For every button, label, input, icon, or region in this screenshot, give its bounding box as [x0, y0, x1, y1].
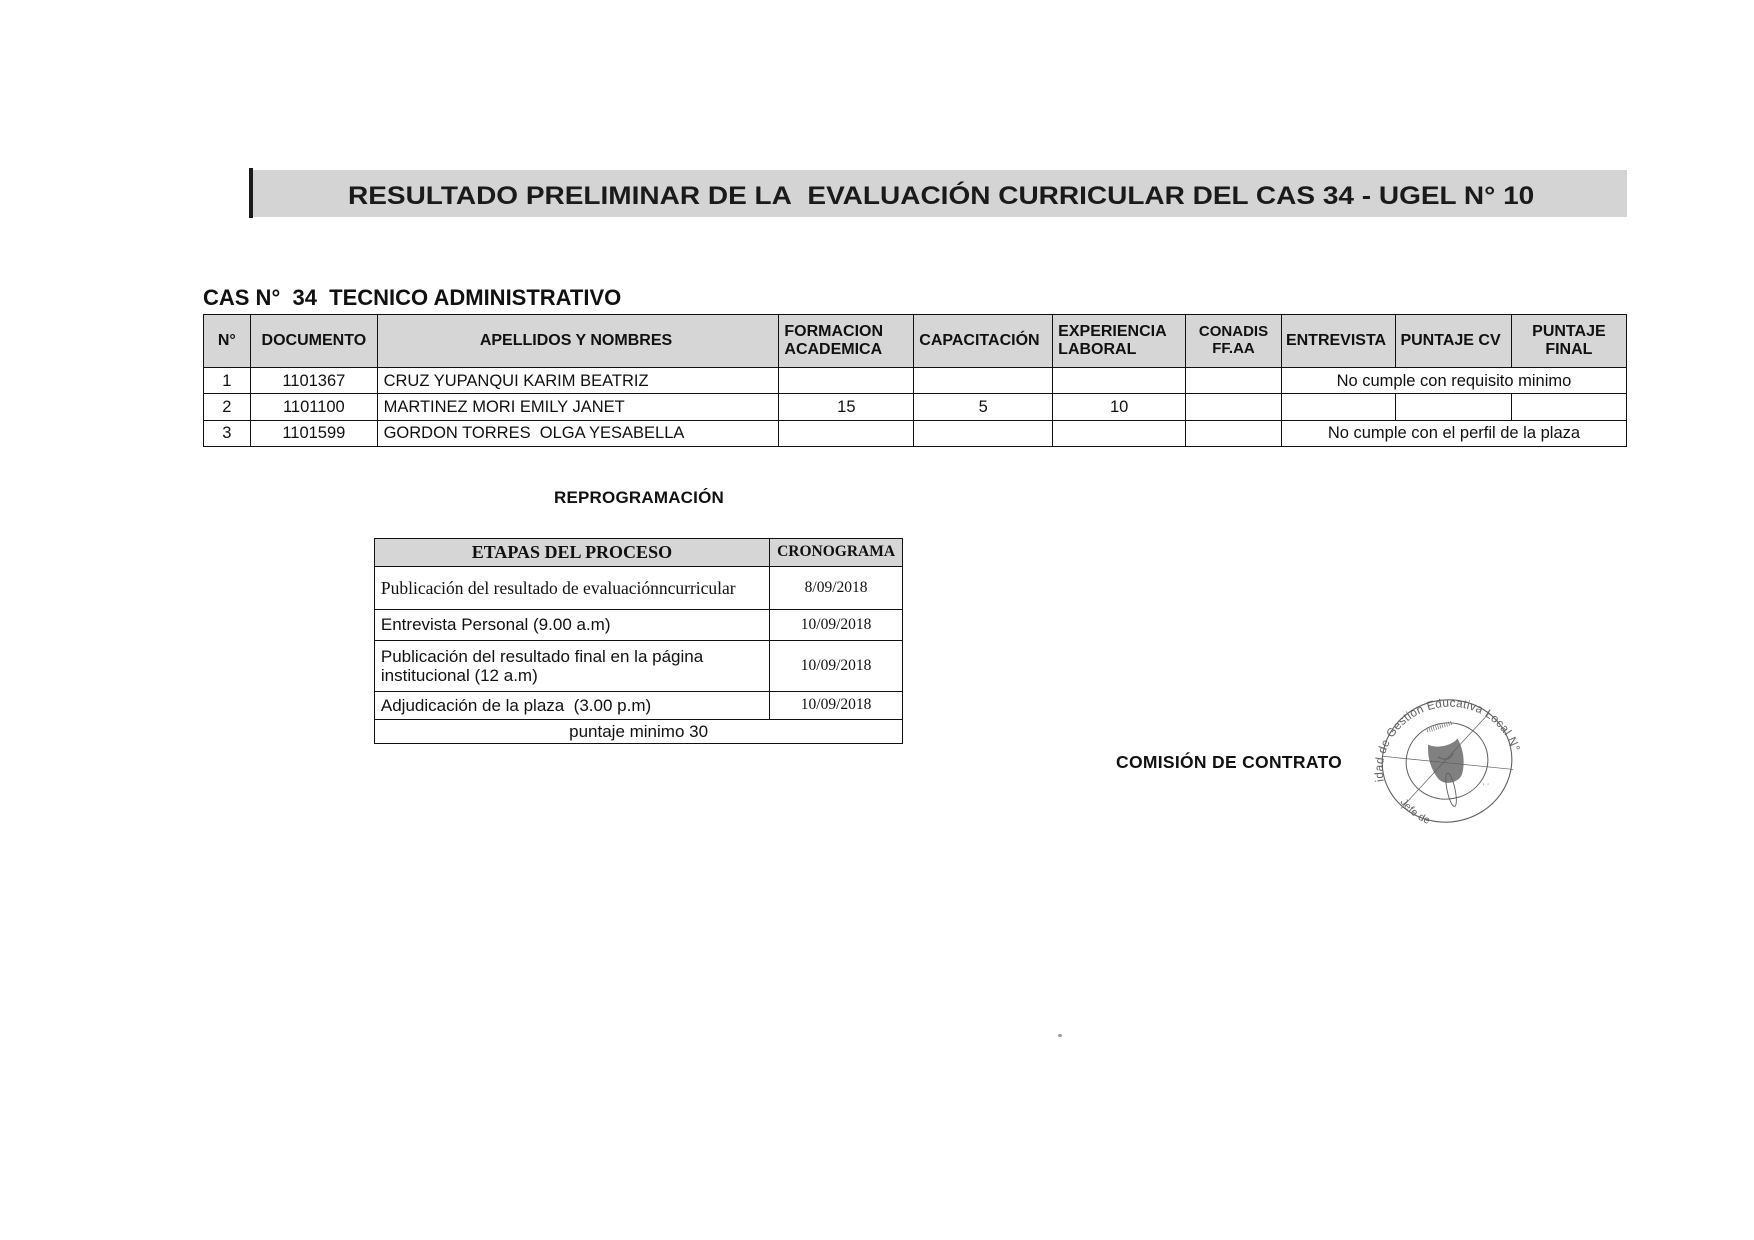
svg-text:Jefe de: Jefe de [1397, 792, 1435, 829]
svg-text:, .: , . [1482, 777, 1489, 786]
svg-text:IIIIIIIIIIII: IIIIIIIIIIII [1426, 720, 1454, 735]
